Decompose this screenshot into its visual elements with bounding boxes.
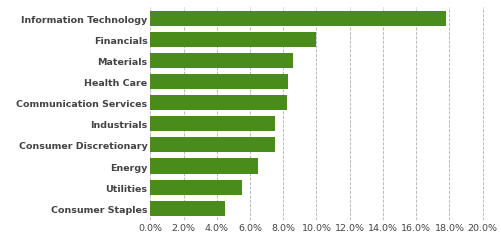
Bar xyxy=(150,54,293,69)
Bar xyxy=(150,74,288,90)
Bar xyxy=(150,180,241,195)
Bar xyxy=(150,96,287,111)
Bar xyxy=(150,117,275,132)
Bar xyxy=(150,201,225,216)
Bar xyxy=(150,159,259,174)
Bar xyxy=(150,138,275,153)
Bar xyxy=(150,12,446,27)
Bar xyxy=(150,32,317,48)
